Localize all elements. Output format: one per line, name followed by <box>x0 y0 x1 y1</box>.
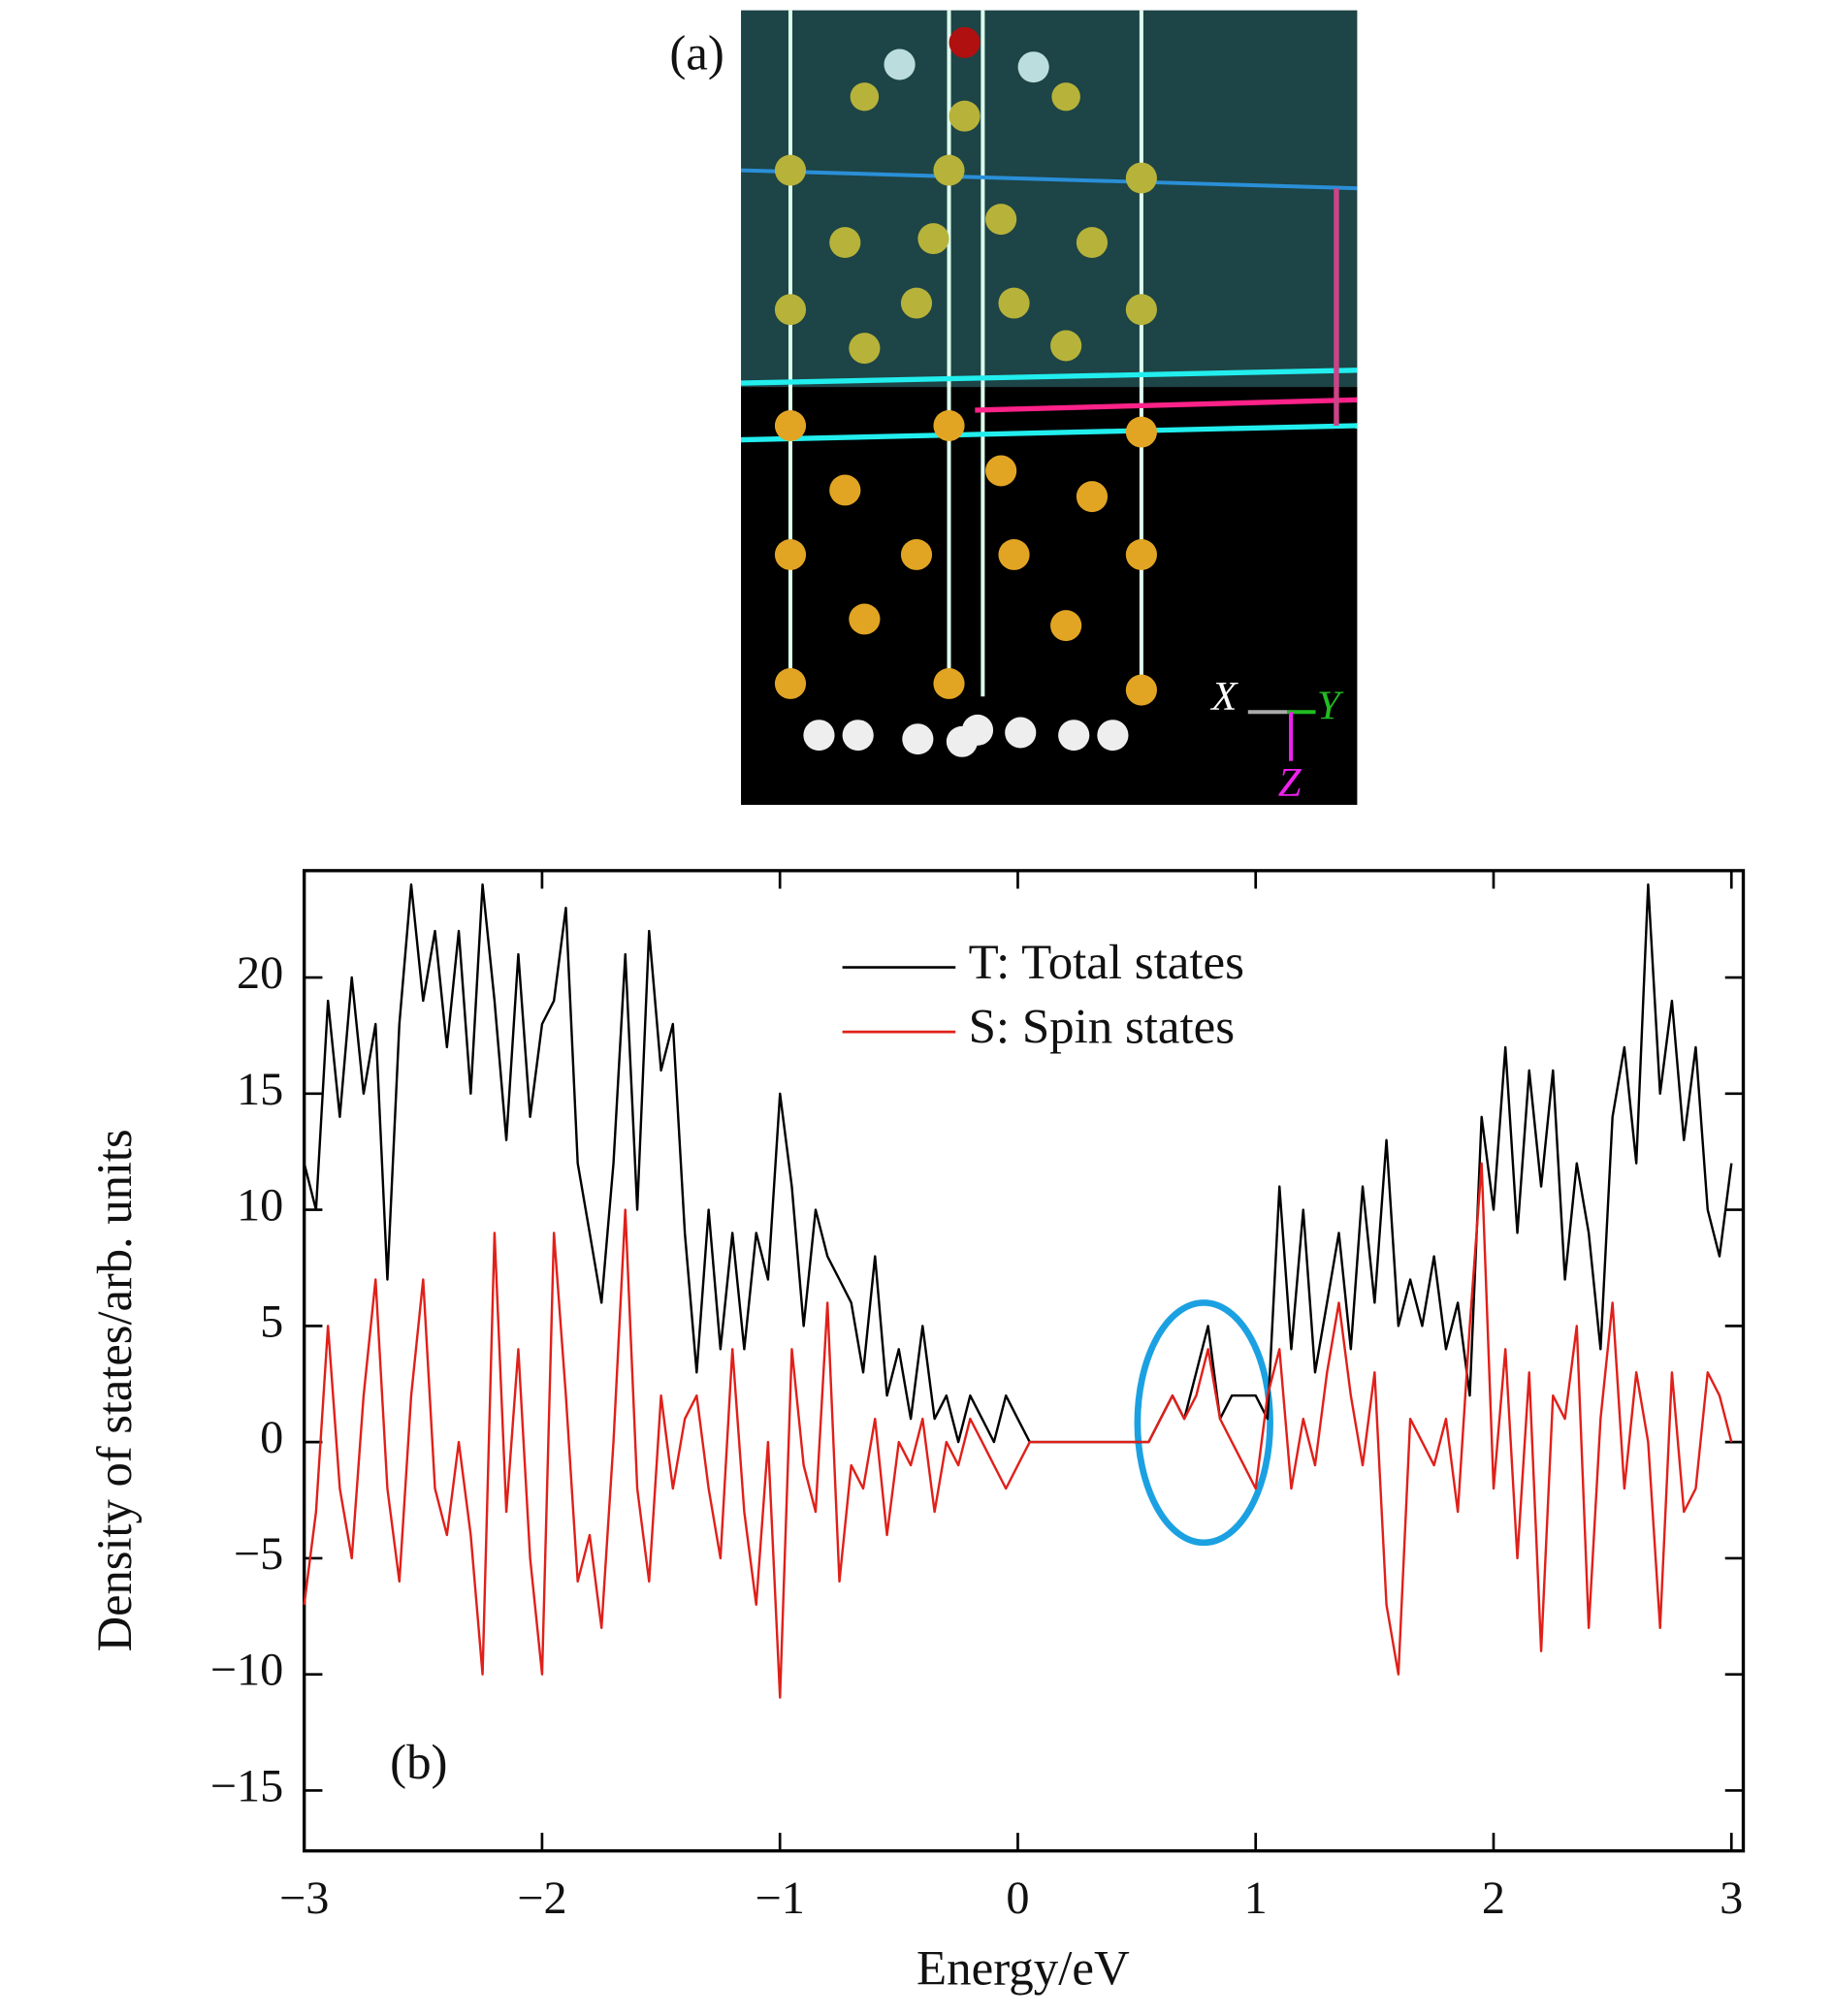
cell-edge <box>975 397 1358 413</box>
vacuum-region <box>741 10 1358 388</box>
x-tick-label: −2 <box>517 1872 566 1924</box>
y-tick-label: 5 <box>260 1296 283 1348</box>
y-tick-label: 15 <box>237 1064 283 1115</box>
x-tick-label: 2 <box>1482 1872 1505 1924</box>
y-axis-label: Density of states/arb. units <box>87 1129 142 1651</box>
lower-atoms <box>774 409 1157 706</box>
y-tick-label: 20 <box>237 947 283 999</box>
x-tick-label: −1 <box>756 1872 805 1924</box>
axis-letter: X <box>1209 674 1238 720</box>
legend-label: T: Total states <box>969 935 1244 989</box>
x-tick-label: 0 <box>1006 1872 1029 1924</box>
structure-panel: (a) X Y Z <box>669 10 1358 806</box>
highlight-ellipse <box>1134 1299 1273 1547</box>
y-tick-label: −5 <box>234 1528 283 1580</box>
oxygen-atom <box>949 26 981 58</box>
y-tick-label: 10 <box>237 1180 283 1232</box>
panel-label: (b) <box>390 1735 447 1789</box>
cell-edge <box>740 423 1358 443</box>
y-tick-label: −10 <box>210 1645 283 1696</box>
y-tick-label: −15 <box>210 1761 283 1812</box>
series-line <box>303 883 1733 1444</box>
plot-frame <box>302 869 1746 1853</box>
cell-edge <box>740 168 1358 191</box>
axis-letter: Y <box>1317 683 1344 728</box>
axis-letter: Z <box>1278 760 1302 806</box>
panel-label: (a) <box>669 26 724 80</box>
upper-atoms <box>774 82 1157 365</box>
x-tick-label: −3 <box>279 1872 329 1924</box>
x-tick-label: 3 <box>1720 1872 1743 1924</box>
cell-edge <box>740 368 1358 386</box>
legend-label: S: Spin states <box>969 1000 1236 1054</box>
substrate-region <box>741 387 1358 806</box>
y-tick-label: 0 <box>260 1412 283 1463</box>
x-tick-label: 1 <box>1244 1872 1268 1924</box>
x-axis-label: Energy/eV <box>916 1941 1130 1996</box>
cell-lines <box>788 10 1143 697</box>
hydrogen-atoms <box>803 48 1129 757</box>
series-line <box>303 1162 1733 1699</box>
